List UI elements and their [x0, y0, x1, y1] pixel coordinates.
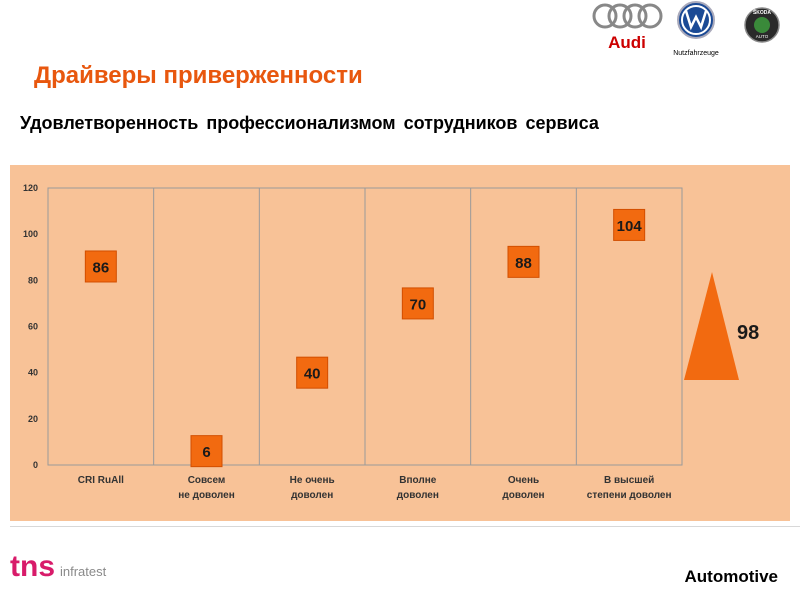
tns-wordmark: tns [10, 550, 55, 583]
bar-chart: 0 20 40 60 80 100 120 CRI RuAll Совсем не доволен… [23, 183, 759, 501]
x-tick-label: доволен [502, 490, 544, 501]
brand-logos-graphic: Audi Nutzfahrzeuge ŠKODA AUTO [592, 1, 780, 57]
y-tick-label: 0 [33, 460, 38, 470]
y-tick-label: 20 [28, 414, 38, 424]
vw-caption: Nutzfahrzeuge [673, 50, 719, 57]
audi-wordmark: Audi [608, 33, 646, 52]
chart-panel: 0 20 40 60 80 100 120 CRI RuAll Совсем не доволен… [10, 165, 790, 521]
data-label: 6 [202, 444, 210, 461]
x-tick-label: Не очень [290, 475, 335, 486]
audi-logo: Audi [592, 3, 663, 52]
brand-logos: Audi Nutzfahrzeuge ŠKODA AUTO [585, 0, 800, 60]
value-marker [613, 208, 646, 241]
value-marker [507, 245, 540, 278]
data-label: 104 [617, 218, 643, 235]
x-tick-label: не доволен [178, 490, 235, 501]
tns-logo-graphic: tns infratest [10, 550, 107, 583]
data-label: 86 [92, 259, 109, 276]
value-marker [401, 287, 434, 320]
tns-sub: infratest [60, 564, 107, 579]
value-marker [190, 435, 223, 468]
y-tick-label: 80 [28, 275, 38, 285]
footer-divider [10, 526, 800, 527]
x-tick-label: Вполне [399, 475, 437, 486]
footer-label: Automotive [684, 567, 779, 586]
y-tick-label: 40 [28, 368, 38, 378]
x-tick-label: Очень [508, 475, 539, 486]
y-tick-label: 120 [23, 183, 38, 193]
indicator-value: 98 [737, 322, 759, 344]
skoda-logo: ŠKODA AUTO [744, 7, 780, 43]
skoda-wordmark: ŠKODA [753, 8, 771, 16]
page-subtitle: Удовлетворенность профессионализмом сотр… [20, 113, 599, 133]
value-marker [296, 356, 329, 389]
y-tick-label: 100 [23, 229, 38, 239]
skoda-sub: AUTO [756, 34, 769, 39]
tns-logo: tns infratest [10, 540, 120, 591]
x-tick-label: доволен [397, 490, 439, 501]
x-tick-label: CRI RuAll [78, 475, 124, 486]
x-tick-label: доволен [291, 490, 333, 501]
value-marker [84, 250, 117, 283]
x-tick-label: Совсем [188, 475, 226, 486]
page-title: Драйверы приверженности [34, 62, 363, 89]
data-label: 88 [515, 255, 532, 272]
x-tick-label: В высшей [604, 475, 654, 486]
data-label: 40 [304, 366, 321, 383]
x-tick-label: степени доволен [587, 490, 672, 501]
indicator-triangle [684, 272, 739, 380]
y-tick-label: 60 [28, 322, 38, 332]
vw-logo: Nutzfahrzeuge [673, 1, 719, 57]
data-label: 70 [409, 296, 426, 313]
